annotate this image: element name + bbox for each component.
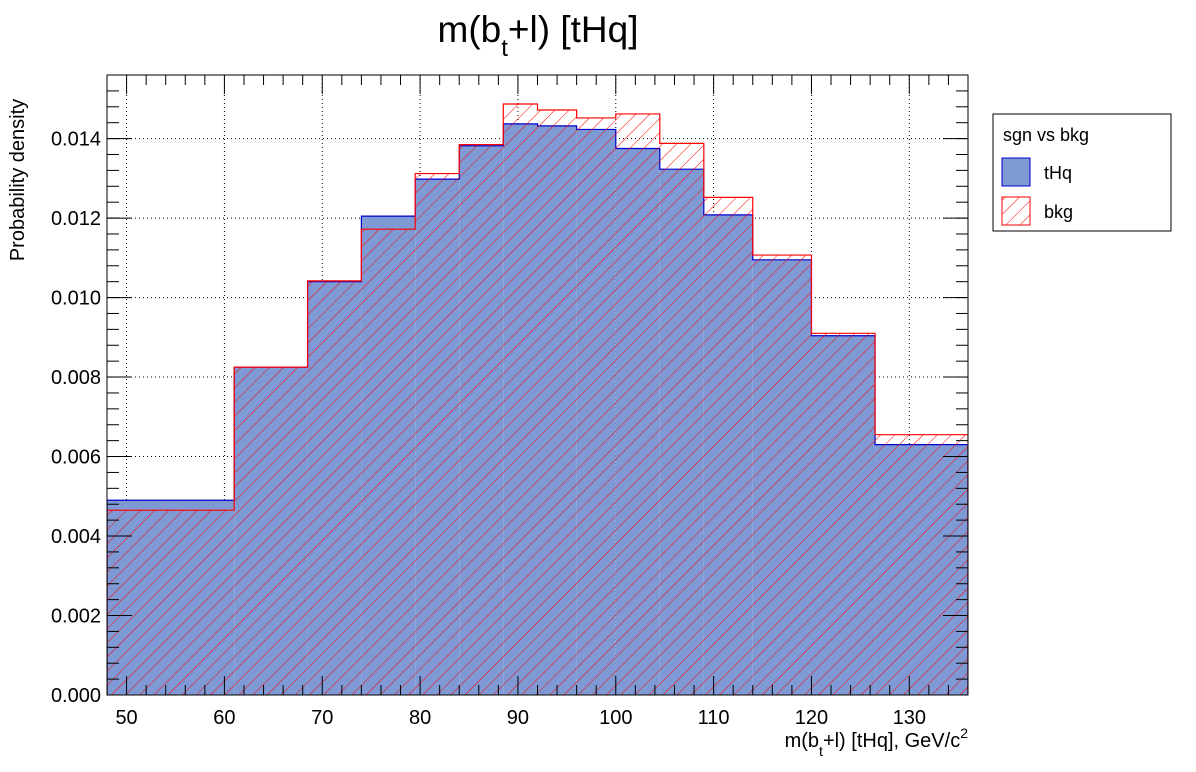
legend-swatch-bkg bbox=[1001, 196, 1031, 226]
bkg-bar bbox=[415, 173, 460, 695]
chart-title: m(bt+l) [tHq] bbox=[438, 9, 639, 62]
bkg-bar bbox=[107, 510, 235, 695]
bkg-outline bbox=[107, 103, 968, 695]
legend-header: sgn vs bkg bbox=[1003, 125, 1089, 145]
histogram-bars bbox=[107, 103, 968, 695]
legend-label-thq: tHq bbox=[1044, 163, 1072, 183]
plot-frame bbox=[106, 74, 969, 696]
legend-swatch-thq bbox=[1001, 157, 1031, 187]
x-tick-label: 130 bbox=[893, 707, 926, 729]
y-tick-label: 0.012 bbox=[51, 208, 101, 230]
y-tick-label: 0.008 bbox=[51, 367, 101, 389]
y-tick-label: 0.010 bbox=[51, 288, 101, 310]
x-tick-label: 120 bbox=[795, 707, 828, 729]
legend: sgn vs bkg tHq bkg bbox=[992, 113, 1172, 232]
x-axis-title: m(bt+l) [tHq], GeV/c2 bbox=[785, 725, 969, 759]
bkg-bar bbox=[503, 104, 538, 695]
x-tick-label: 110 bbox=[698, 707, 730, 729]
bkg-bar bbox=[234, 367, 308, 695]
y-axis-title: Probability density bbox=[7, 99, 29, 261]
bkg-bar bbox=[811, 333, 876, 695]
bkg-bar bbox=[752, 255, 812, 695]
bkg-bar bbox=[537, 109, 577, 695]
bkg-bar bbox=[576, 117, 616, 695]
y-tick-label: 0.004 bbox=[51, 526, 101, 548]
x-tick-label: 70 bbox=[311, 707, 333, 729]
bkg-bar bbox=[361, 229, 416, 695]
x-tick-label: 80 bbox=[409, 707, 431, 729]
bkg-bar bbox=[307, 280, 362, 695]
x-tick-label: 90 bbox=[507, 707, 529, 729]
y-tick-label: 0.000 bbox=[51, 685, 101, 707]
legend-label-bkg: bkg bbox=[1044, 202, 1073, 222]
x-tick-label: 60 bbox=[213, 707, 235, 729]
x-tick-label: 100 bbox=[599, 707, 632, 729]
bkg-bar bbox=[875, 434, 968, 695]
bkg-bar bbox=[459, 144, 504, 695]
bkg-bar bbox=[615, 113, 660, 695]
y-tick-label: 0.014 bbox=[51, 129, 101, 151]
bkg-bar bbox=[659, 143, 704, 695]
bkg-bar bbox=[703, 197, 753, 695]
x-tick-label: 50 bbox=[115, 707, 137, 729]
y-tick-label: 0.006 bbox=[51, 447, 101, 469]
tick-labels: 50 60 70 80 90 100 110 120 130 0.000 0.002 0.004 0.0… bbox=[51, 129, 926, 729]
y-tick-label: 0.002 bbox=[51, 606, 101, 628]
